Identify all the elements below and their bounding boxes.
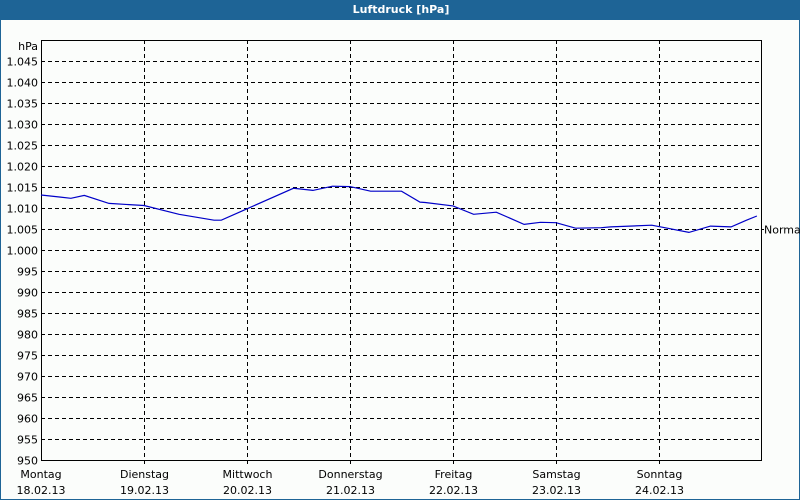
y-tick-label: 1.005 bbox=[7, 224, 39, 237]
x-axis: Montag 18.02.13 Dienstag 19.02.13 Mittwoch 20… bbox=[17, 468, 684, 497]
pressure-line bbox=[40, 185, 758, 234]
y-tick-label: 950 bbox=[17, 455, 38, 468]
x-tick-day: Mittwoch bbox=[223, 468, 273, 481]
window-title: Luftdruck [hPa] bbox=[1, 0, 800, 20]
y-tick-label: 1.030 bbox=[7, 119, 39, 132]
y-tick-label: 1.025 bbox=[7, 140, 39, 153]
pressure-chart: 950 955 960 965 970 975 980 985 990 995 1.000 1.005… bbox=[7, 40, 800, 497]
y-tick-label: 975 bbox=[17, 350, 38, 363]
x-tick-day: Freitag bbox=[435, 468, 473, 481]
x-tick-day: Samstag bbox=[532, 468, 580, 481]
grid-lines bbox=[41, 40, 761, 464]
x-tick-day: Sonntag bbox=[637, 468, 683, 481]
x-tick-day: Montag bbox=[20, 468, 61, 481]
y-tick-label: 1.015 bbox=[7, 182, 39, 195]
normal-label: Normal bbox=[764, 224, 800, 237]
y-tick-label: 970 bbox=[17, 371, 38, 384]
x-tick-day: Donnerstag bbox=[318, 468, 382, 481]
y-tick-label: 955 bbox=[17, 434, 38, 447]
y-tick-label: 995 bbox=[17, 266, 38, 279]
y-tick-label: 1.000 bbox=[7, 245, 39, 258]
y-tick-label: 960 bbox=[17, 413, 38, 426]
x-tick-date: 24.02.13 bbox=[635, 484, 684, 497]
x-tick-date: 20.02.13 bbox=[223, 484, 272, 497]
x-tick-date: 22.02.13 bbox=[429, 484, 478, 497]
y-axis: 950 955 960 965 970 975 980 985 990 995 1.000 1.005… bbox=[7, 40, 39, 468]
x-tick-date: 23.02.13 bbox=[532, 484, 581, 497]
plot-frame bbox=[41, 40, 762, 461]
x-tick-date: 21.02.13 bbox=[326, 484, 375, 497]
x-tick-date: 18.02.13 bbox=[17, 484, 66, 497]
y-tick-label: 1.035 bbox=[7, 98, 39, 111]
x-tick-date: 19.02.13 bbox=[120, 484, 169, 497]
normal-reference: Normal bbox=[761, 224, 800, 237]
y-tick-label: 985 bbox=[17, 308, 38, 321]
y-tick-label: 1.040 bbox=[7, 77, 39, 90]
y-tick-label: 965 bbox=[17, 392, 38, 405]
y-tick-label: 1.045 bbox=[7, 56, 39, 69]
y-tick-label: 980 bbox=[17, 329, 38, 342]
y-tick-label: 990 bbox=[17, 287, 38, 300]
y-tick-label: 1.020 bbox=[7, 161, 39, 174]
y-axis-unit: hPa bbox=[18, 40, 38, 53]
x-tick-day: Dienstag bbox=[120, 468, 169, 481]
y-tick-label: 1.010 bbox=[7, 203, 39, 216]
